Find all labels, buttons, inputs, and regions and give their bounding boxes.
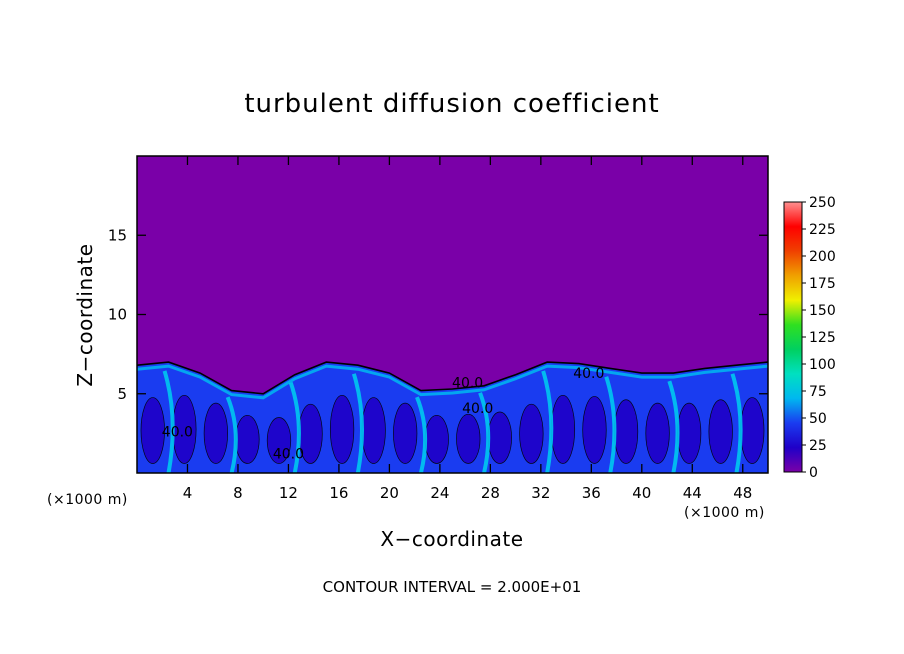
y-tick-label: 5: [117, 385, 127, 403]
contour-label: 40.0: [573, 366, 604, 382]
contour-line-boundary: [137, 361, 768, 395]
colorbar-tick-label: 200: [809, 249, 836, 265]
chart-title: turbulent diffusion coefficient: [244, 89, 659, 119]
low-diffusion-cell: [708, 399, 733, 464]
y-axis-ticks: 5 10 15: [108, 226, 768, 403]
contour-interval-label: CONTOUR INTERVAL = 2.000E+01: [323, 578, 582, 596]
y-tick-label: 15: [108, 226, 127, 244]
x-tick-label: 24: [430, 484, 449, 502]
x-tick-label: 16: [329, 484, 348, 502]
colorbar-tick-label: 125: [809, 330, 836, 346]
colorbar-bar: [784, 202, 802, 472]
colorbar-tick-label: 0: [809, 465, 818, 481]
low-diffusion-cell: [235, 414, 260, 464]
low-diffusion-cell: [140, 397, 165, 464]
y-tick-label: 10: [108, 306, 127, 324]
low-diffusion-cell: [456, 413, 481, 464]
contour-labels: 40.0 40.0 40.0 40.0 40.0: [162, 366, 605, 463]
low-diffusion-cell: [266, 417, 292, 464]
plume-streak: [288, 381, 301, 473]
x-tick-label: 44: [683, 484, 702, 502]
low-diffusion-cell: [645, 402, 670, 464]
x-tick-label: 32: [531, 484, 550, 502]
colorbar-tick-label: 150: [809, 303, 836, 319]
x-tick-label: 28: [481, 484, 500, 502]
low-diffusion-cell: [613, 399, 639, 464]
colorbar-tick-label: 75: [809, 384, 827, 400]
x-axis-title: X−coordinate: [380, 527, 523, 551]
contour-label: 40.0: [273, 447, 304, 463]
plume-streak: [225, 396, 238, 473]
colorbar-tick-label: 100: [809, 357, 836, 373]
colorbar-tick-label: 50: [809, 411, 827, 427]
colorbar: 0 25 50 75 100 125 150 175 200 225 250: [783, 195, 836, 481]
contour-label: 40.0: [462, 401, 493, 417]
plot-area: 40.0 40.0 40.0 40.0 40.0: [136, 155, 769, 474]
plume-streak: [162, 370, 175, 473]
low-diffusion-cell: [203, 402, 229, 464]
x-axis-ticks: 4 8 12 16 20 24 28 32 36 40 44 48: [183, 156, 752, 502]
plume-streak: [604, 376, 617, 473]
x-tick-label: 48: [733, 484, 752, 502]
plume-streak: [351, 373, 364, 473]
colorbar-tick-label: 25: [809, 438, 827, 454]
plume-streak: [541, 370, 554, 473]
x-tick-label: 4: [183, 484, 193, 502]
plume-streak: [667, 380, 680, 473]
x-tick-label: 8: [233, 484, 243, 502]
low-diffusion-cell: [393, 402, 418, 464]
turbulence-field: [137, 361, 768, 473]
plume-streak: [478, 392, 491, 473]
low-diffusion-cell: [519, 403, 544, 464]
low-diffusion-cell: [676, 402, 702, 464]
contour-label: 40.0: [452, 375, 483, 391]
colorbar-ticks: 0 25 50 75 100 125 150 175 200 225 250: [802, 195, 836, 481]
low-diffusion-cell: [740, 397, 765, 464]
low-diffusion-cell: [361, 397, 386, 464]
high-diffusion-rim: [137, 364, 768, 400]
x-tick-label: 20: [380, 484, 399, 502]
contour-label: 40.0: [162, 425, 193, 441]
colorbar-tick-label: 175: [809, 276, 836, 292]
x-origin-unit-label: (×1000 m): [47, 492, 128, 508]
x-tick-label: 36: [582, 484, 601, 502]
y-axis-title: Z−coordinate: [73, 243, 97, 386]
x-tick-label: 12: [279, 484, 298, 502]
plume-streak: [730, 373, 743, 473]
x-tick-label: 40: [632, 484, 651, 502]
colorbar-tick-label: 225: [809, 222, 836, 238]
x-axis-unit-label: (×1000 m): [684, 505, 765, 521]
colorbar-tick-label: 250: [809, 195, 836, 211]
low-diffusion-cell: [329, 394, 355, 464]
low-diffusion-cell: [582, 396, 607, 464]
low-diffusion-cell: [487, 411, 512, 464]
low-diffusion-cell: [550, 394, 576, 464]
plume-streak: [415, 396, 428, 473]
low-diffusion-cell: [424, 414, 449, 464]
